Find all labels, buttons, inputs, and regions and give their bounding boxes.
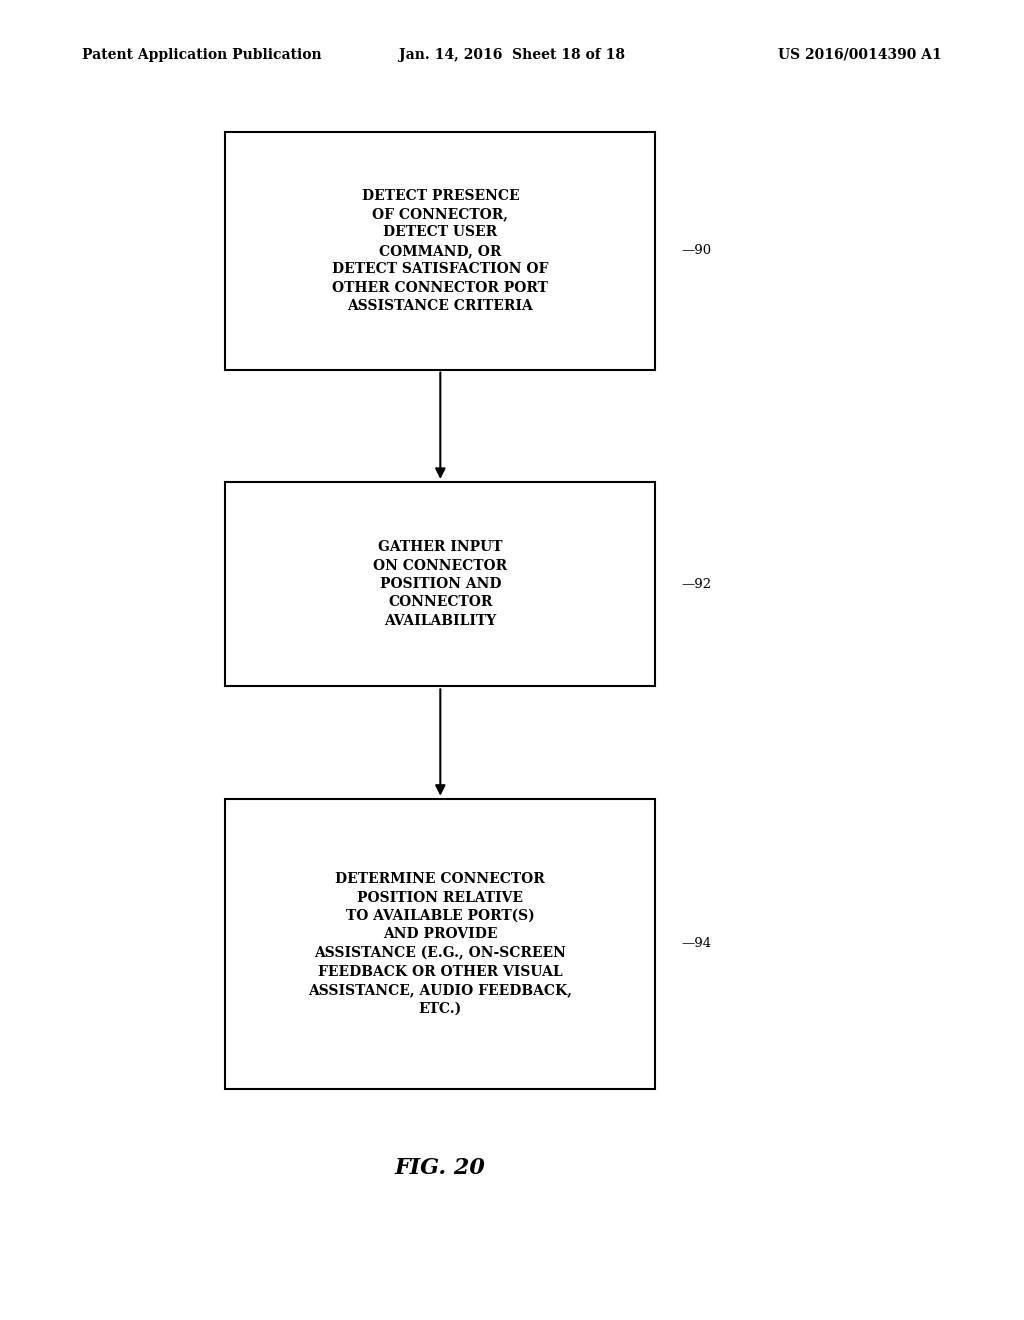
FancyBboxPatch shape bbox=[225, 482, 655, 686]
FancyBboxPatch shape bbox=[225, 799, 655, 1089]
Text: Patent Application Publication: Patent Application Publication bbox=[82, 48, 322, 62]
Text: US 2016/0014390 A1: US 2016/0014390 A1 bbox=[778, 48, 942, 62]
Text: DETECT PRESENCE
OF CONNECTOR,
DETECT USER
COMMAND, OR
DETECT SATISFACTION OF
OTH: DETECT PRESENCE OF CONNECTOR, DETECT USE… bbox=[332, 189, 549, 313]
Text: GATHER INPUT
ON CONNECTOR
POSITION AND
CONNECTOR
AVAILABILITY: GATHER INPUT ON CONNECTOR POSITION AND C… bbox=[374, 540, 507, 628]
Text: FIG. 20: FIG. 20 bbox=[395, 1158, 485, 1179]
Text: —92: —92 bbox=[681, 578, 711, 590]
Text: —90: —90 bbox=[681, 244, 711, 257]
Text: Jan. 14, 2016  Sheet 18 of 18: Jan. 14, 2016 Sheet 18 of 18 bbox=[399, 48, 625, 62]
Text: —94: —94 bbox=[681, 937, 711, 950]
Text: DETERMINE CONNECTOR
POSITION RELATIVE
TO AVAILABLE PORT(S)
AND PROVIDE
ASSISTANC: DETERMINE CONNECTOR POSITION RELATIVE TO… bbox=[308, 873, 572, 1015]
FancyBboxPatch shape bbox=[225, 132, 655, 370]
